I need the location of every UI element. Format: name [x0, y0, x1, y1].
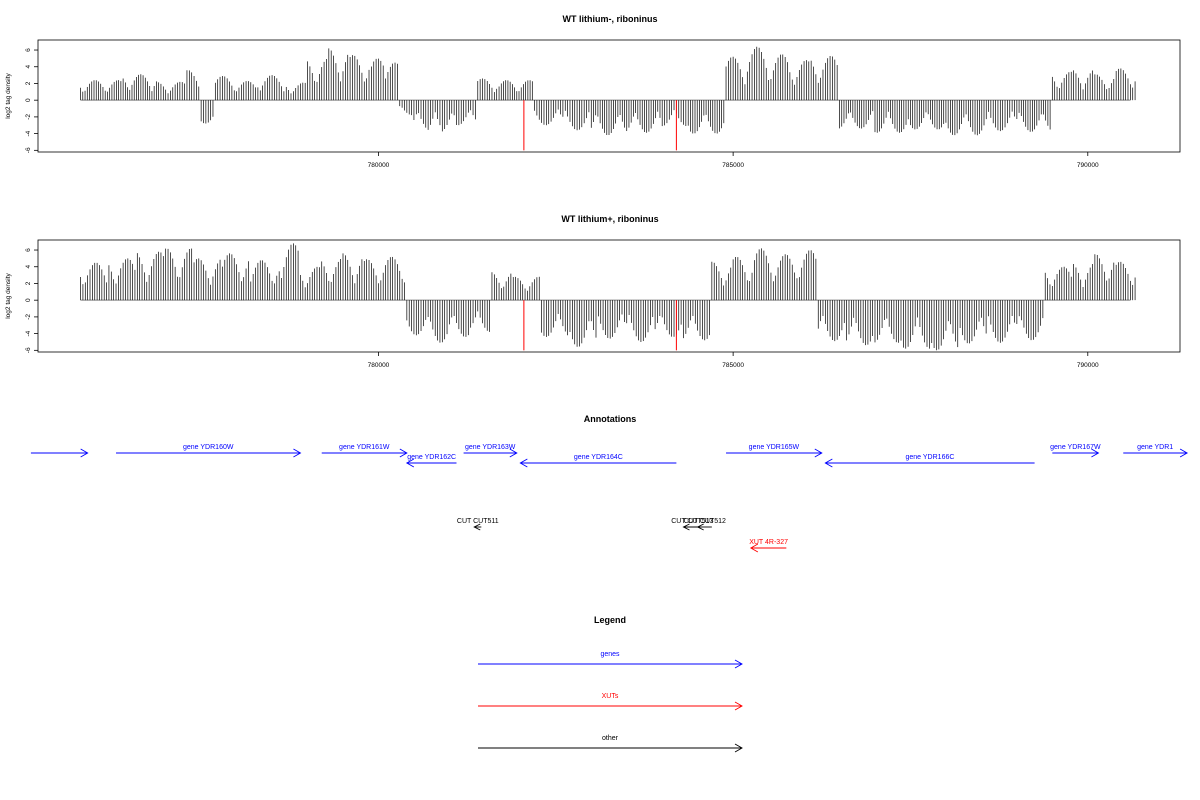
plot-frame: [37, 39, 1181, 153]
y-tick-label: 6: [25, 248, 32, 252]
cut-label: CUT CUT512: [684, 518, 726, 525]
gene-arrow-head: [519, 458, 528, 468]
y-tick-label: 4: [25, 65, 32, 69]
y-tick-label: 2: [25, 281, 32, 285]
chart-title: WT lithium+, riboninus: [561, 214, 658, 224]
gene-arrow-head: [293, 448, 302, 458]
legend-panel: Legend genes XUTs other: [478, 615, 743, 753]
cut-arrow-head: [696, 523, 704, 531]
y-tick-label: -4: [25, 130, 32, 136]
cut-label: CUT CUT513: [671, 518, 713, 525]
gene-arrow-label: gene YDR162C: [407, 454, 456, 461]
y-tick-label: 4: [25, 265, 32, 269]
cut-arrow-head: [473, 523, 481, 531]
y-axis-label: log2 tag density: [5, 72, 12, 118]
gene-arrow-head: [399, 448, 408, 458]
y-tick-label: 0: [25, 98, 32, 102]
legend-item-arrowhead: [734, 743, 743, 753]
gene-arrow-head: [80, 448, 89, 458]
gene-arrow-head: [1091, 448, 1100, 458]
gene-arrow-head: [509, 448, 518, 458]
legend-item-arrowhead: [734, 701, 743, 711]
x-tick-label: 790000: [1077, 362, 1099, 369]
y-tick-label: 0: [25, 298, 32, 302]
legend-item-label: other: [602, 735, 619, 742]
y-tick-label: -4: [25, 330, 32, 336]
gene-arrow-label: gene YDR166C: [906, 454, 955, 461]
track-panel-lithium-plus: WT lithium+, riboninus log2 tag density -6…: [5, 214, 1181, 369]
x-tick-label: 780000: [368, 362, 390, 369]
gene-arrow-head: [814, 448, 823, 458]
y-axis-label: log2 tag density: [5, 272, 12, 318]
x-tick-label: 785000: [722, 362, 744, 369]
gene-arrow-head: [824, 458, 833, 468]
gene-arrow-label: gene YDR161W: [339, 444, 390, 451]
gene-arrow-label: gene YDR1: [1137, 444, 1173, 451]
y-tick-label: 2: [25, 81, 32, 85]
y-tick-label: 6: [25, 48, 32, 52]
x-tick-label: 785000: [722, 162, 744, 169]
xut-arrow-label: XUT 4R-327: [749, 539, 788, 546]
chart-title: WT lithium-, riboninus: [563, 14, 658, 24]
legend-item-label: genes: [600, 651, 620, 658]
y-tick-label: -2: [25, 314, 32, 320]
cut-arrow-head: [682, 523, 690, 531]
gene-arrow-label: gene YDR165W: [749, 444, 800, 451]
track-panel-lithium-minus: WT lithium-, riboninus log2 tag density -6…: [5, 14, 1181, 169]
y-tick-label: -6: [25, 347, 32, 353]
gene-arrow-label: gene YDR164C: [574, 454, 623, 461]
cut-label: CUT CUT511: [457, 518, 499, 525]
annotations-panel: Annotations gene YDR160W gene YDR161W gene …: [30, 414, 1188, 553]
legend-item-label: XUTs: [602, 693, 619, 700]
y-tick-label: -2: [25, 114, 32, 120]
gene-arrow-label: gene YDR163W: [465, 444, 516, 451]
gene-arrow-head: [1179, 448, 1188, 458]
legend-title: Legend: [594, 615, 626, 625]
gene-arrow-label: gene YDR167W: [1050, 444, 1101, 451]
plot-frame: [37, 239, 1181, 353]
legend-item-arrowhead: [734, 659, 743, 669]
x-tick-label: 790000: [1077, 162, 1099, 169]
gene-arrow-label: gene YDR160W: [183, 444, 234, 451]
x-tick-label: 780000: [368, 162, 390, 169]
y-tick-label: -6: [25, 147, 32, 153]
xut-arrow-head: [749, 543, 759, 553]
gene-arrow-head: [405, 458, 415, 468]
annotations-title: Annotations: [584, 414, 637, 424]
